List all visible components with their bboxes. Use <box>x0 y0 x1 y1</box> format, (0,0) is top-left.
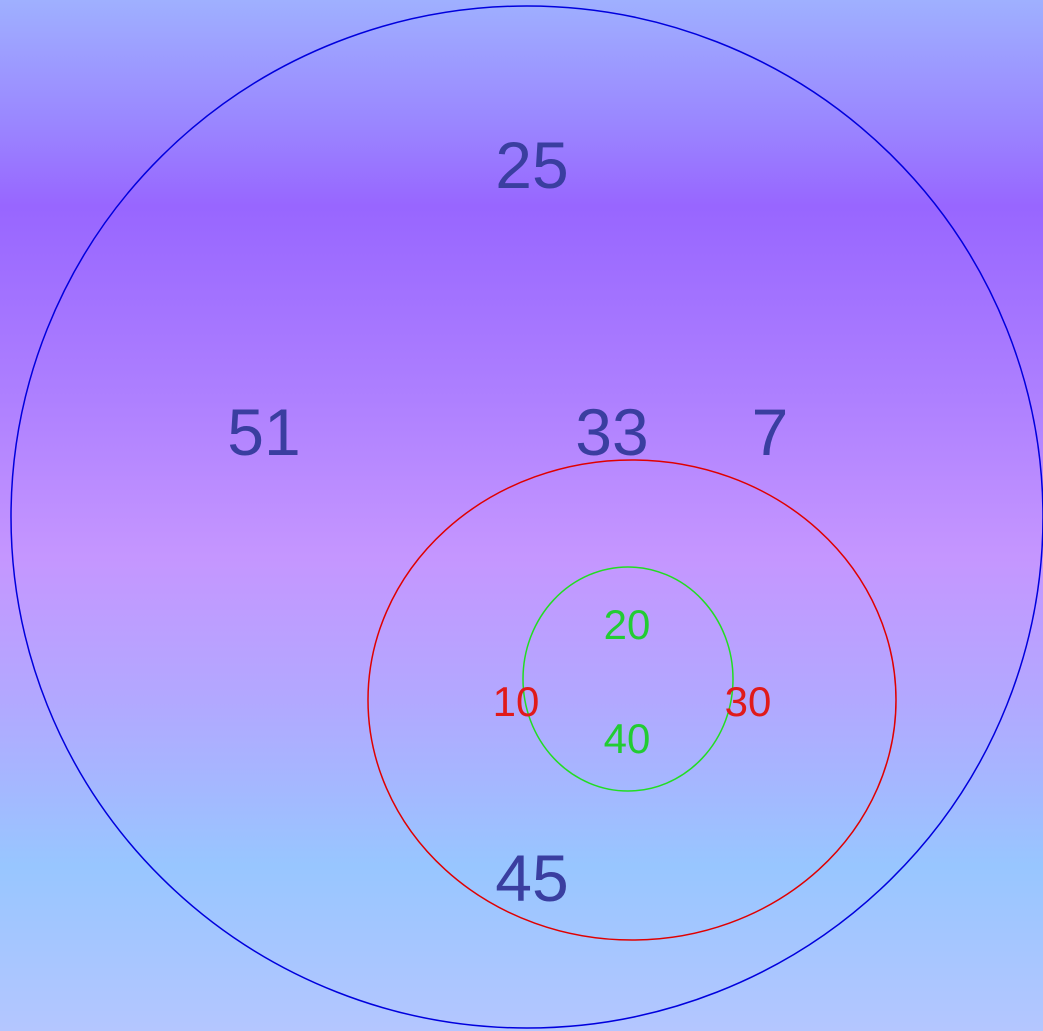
inner-label-top: 20 <box>604 601 651 648</box>
middle-label-right: 30 <box>725 678 772 725</box>
inner-label-bottom: 40 <box>604 715 651 762</box>
outer-label-center: 33 <box>575 395 648 469</box>
outer-label-left: 51 <box>227 395 300 469</box>
outer-label-right: 7 <box>752 395 789 469</box>
middle-ellipse <box>367 459 897 941</box>
outer-label-top: 25 <box>495 128 568 202</box>
outer-label-bottom: 45 <box>495 841 568 915</box>
middle-label-left: 10 <box>493 678 540 725</box>
outer-circle <box>10 5 1043 1029</box>
inner-circle <box>522 566 734 792</box>
